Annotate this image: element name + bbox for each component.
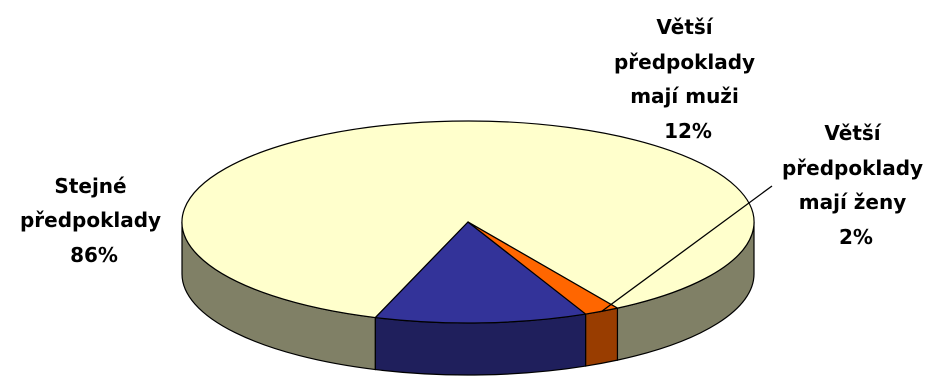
pie-slice-1 [374,221,588,324]
leader-line-zeny [601,185,773,312]
pie-slice-0 [181,120,755,319]
pie-side-2-0 [585,307,619,367]
pie-slices [181,120,755,324]
pie-slice-2 [467,221,620,315]
slice-label-muzi: Větší předpoklady mají muži 12% [614,15,762,143]
pie-sides [181,221,755,376]
leader-lines [601,185,773,312]
slice-label-stejne: Stejné předpoklady 86% [20,174,168,267]
slice-label-zeny: Větší předpoklady mají ženy 2% [782,121,930,249]
